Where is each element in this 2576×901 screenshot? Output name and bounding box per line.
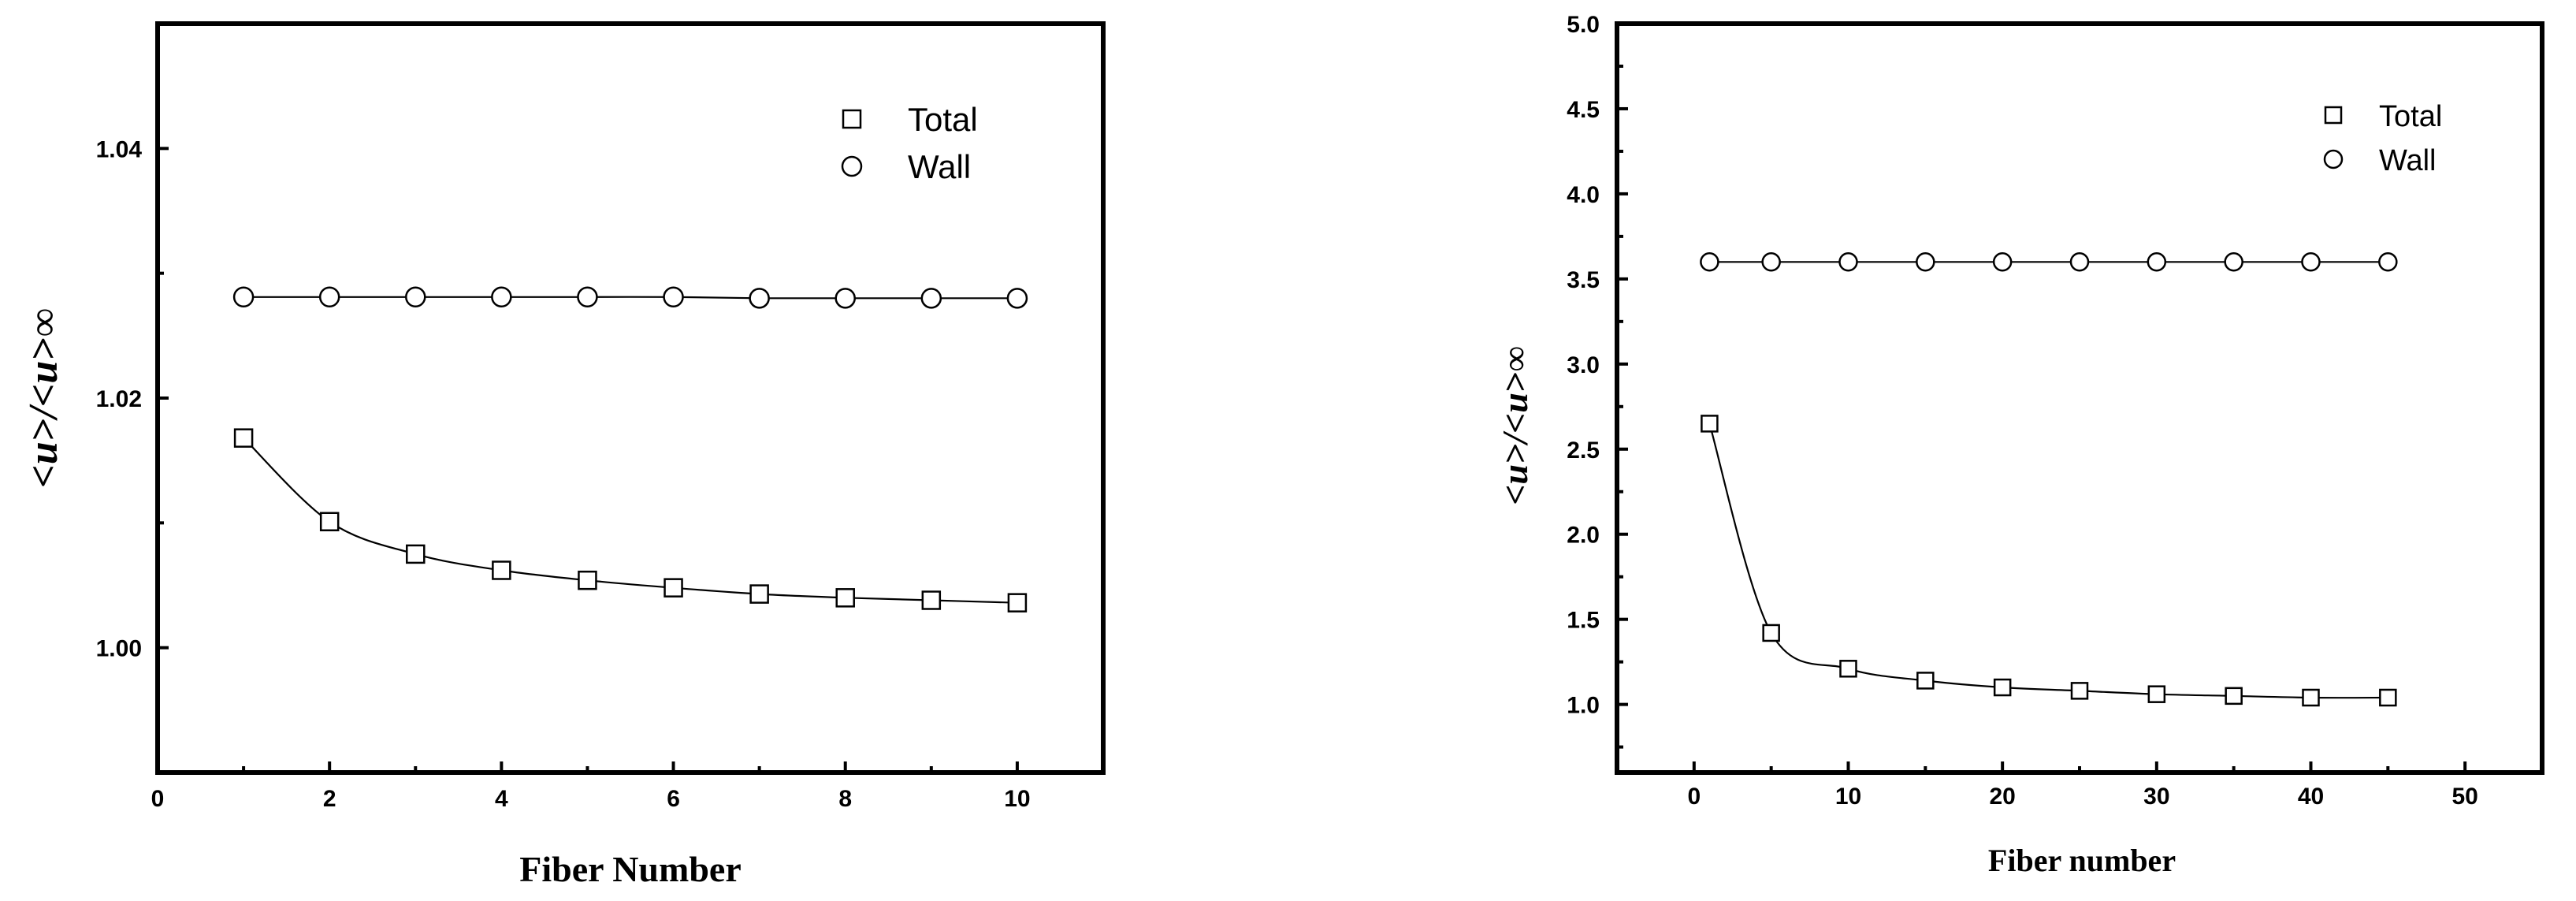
right-total-curve <box>1708 423 2388 699</box>
left-total-point <box>749 584 769 604</box>
right-total-point <box>2070 682 2089 700</box>
right-total-point <box>2302 688 2320 707</box>
right-total-point <box>2379 688 2397 707</box>
left-wall-point <box>663 286 684 307</box>
right-x-tick-label: 50 <box>2451 784 2477 810</box>
right-wall-point <box>2224 252 2243 272</box>
left-legend-total-marker <box>842 109 862 129</box>
right-x-tick-label: 0 <box>1687 784 1701 810</box>
right-y-tick-label: 4.5 <box>1567 97 1600 123</box>
left-total-point <box>664 578 683 598</box>
right-y-axis-title: <u>/<u>∞ <box>1495 346 1535 505</box>
left-y-tick-label: 1.02 <box>96 386 142 412</box>
right-total-point <box>1701 415 1719 433</box>
right-total-point <box>1762 624 1780 642</box>
right-total-point <box>2225 687 2243 706</box>
right-legend-wall-label: Wall <box>2379 144 2436 177</box>
right-x-tick-label: 10 <box>1835 784 1861 810</box>
left-wall-curve <box>243 296 1017 300</box>
right-wall-point <box>1838 252 1858 272</box>
left-total-curve <box>243 437 1017 604</box>
right-y-tick-label: 5.0 <box>1567 12 1600 38</box>
left-wall-point <box>405 286 426 307</box>
left-plot-frame <box>155 21 1106 775</box>
right-plot-frame <box>1615 21 2544 775</box>
chart-left: 0 2 4 6 8 10 1.00 1.02 1.04 Fiber Number <u>/<u>… <box>21 21 1106 889</box>
right-total-point <box>1916 672 1935 690</box>
left-x-axis-title: Fiber Number <box>519 849 742 889</box>
right-legend-total-marker <box>2324 106 2343 125</box>
right-plot-area: 0 10 20 30 40 50 1.0 1.5 2.0 2.5 3.0 3.5 4.0 4.5 5.0 <box>1567 12 2478 810</box>
left-y-tick-label: 1.00 <box>96 636 142 662</box>
left-wall-point <box>318 286 340 307</box>
left-wall-point <box>920 288 942 309</box>
left-x-tick-label: 0 <box>151 786 165 812</box>
left-total-point <box>1007 593 1028 612</box>
left-total-point <box>492 560 511 580</box>
right-legend: Total Wall <box>2323 100 2442 177</box>
left-wall-point <box>232 286 255 307</box>
left-wall-point <box>577 286 598 307</box>
left-total-point <box>406 544 426 564</box>
left-legend-total-label: Total <box>908 101 978 138</box>
right-y-tick-label: 4.0 <box>1567 182 1600 208</box>
right-legend-wall-marker <box>2323 149 2344 169</box>
left-wall-point <box>1006 288 1028 309</box>
left-total-point <box>835 588 855 608</box>
right-x-axis-title: Fiber number <box>1988 843 2176 878</box>
right-wall-point <box>2378 252 2398 272</box>
right-wall-point <box>1761 252 1781 272</box>
right-total-point <box>1839 660 1857 678</box>
left-legend-wall-label: Wall <box>908 148 971 185</box>
right-x-tick-label: 30 <box>2143 784 2169 810</box>
right-y-tick-label: 2.5 <box>1567 437 1600 464</box>
left-total-point <box>921 590 942 610</box>
right-legend-total-label: Total <box>2379 100 2442 133</box>
left-x-tick-label: 4 <box>495 786 508 812</box>
right-total-point <box>1993 678 2012 697</box>
right-total-point <box>2147 685 2166 703</box>
right-wall-point <box>2301 252 2321 272</box>
left-legend: Total Wall <box>841 101 978 185</box>
left-x-tick-label: 10 <box>1004 786 1030 812</box>
left-x-tick-label: 8 <box>838 786 852 812</box>
left-total-point <box>233 428 254 448</box>
right-x-tick-label: 20 <box>1989 784 2015 810</box>
chart-right: 0 10 20 30 40 50 1.0 1.5 2.0 2.5 3.0 3.5 4.0 4.5 5.0 F… <box>1495 12 2544 878</box>
right-y-tick-label: 3.5 <box>1567 267 1600 293</box>
left-y-tick-label: 1.04 <box>96 136 143 162</box>
left-legend-wall-marker <box>841 155 863 177</box>
right-wall-point <box>2069 252 2090 272</box>
right-wall-point <box>2147 252 2167 272</box>
left-wall-point <box>749 288 770 309</box>
right-wall-point <box>1916 252 1935 272</box>
right-x-tick-label: 40 <box>2298 784 2324 810</box>
left-total-point <box>578 570 597 590</box>
left-total-point <box>319 512 340 531</box>
right-y-tick-label: 2.0 <box>1567 523 1600 549</box>
right-wall-point <box>1992 252 2013 272</box>
right-wall-point <box>1700 252 1719 272</box>
left-x-tick-label: 2 <box>323 786 336 812</box>
left-y-axis-title: <u>/<u>∞ <box>21 308 66 488</box>
left-wall-point <box>491 286 512 307</box>
right-y-tick-label: 3.0 <box>1567 352 1600 378</box>
right-y-tick-label: 1.5 <box>1567 608 1600 634</box>
left-wall-point <box>835 288 856 309</box>
left-x-tick-label: 6 <box>667 786 680 812</box>
left-plot-area: 0 2 4 6 8 10 1.00 1.02 1.04 <box>96 136 1031 812</box>
right-y-tick-label: 1.0 <box>1567 693 1600 719</box>
